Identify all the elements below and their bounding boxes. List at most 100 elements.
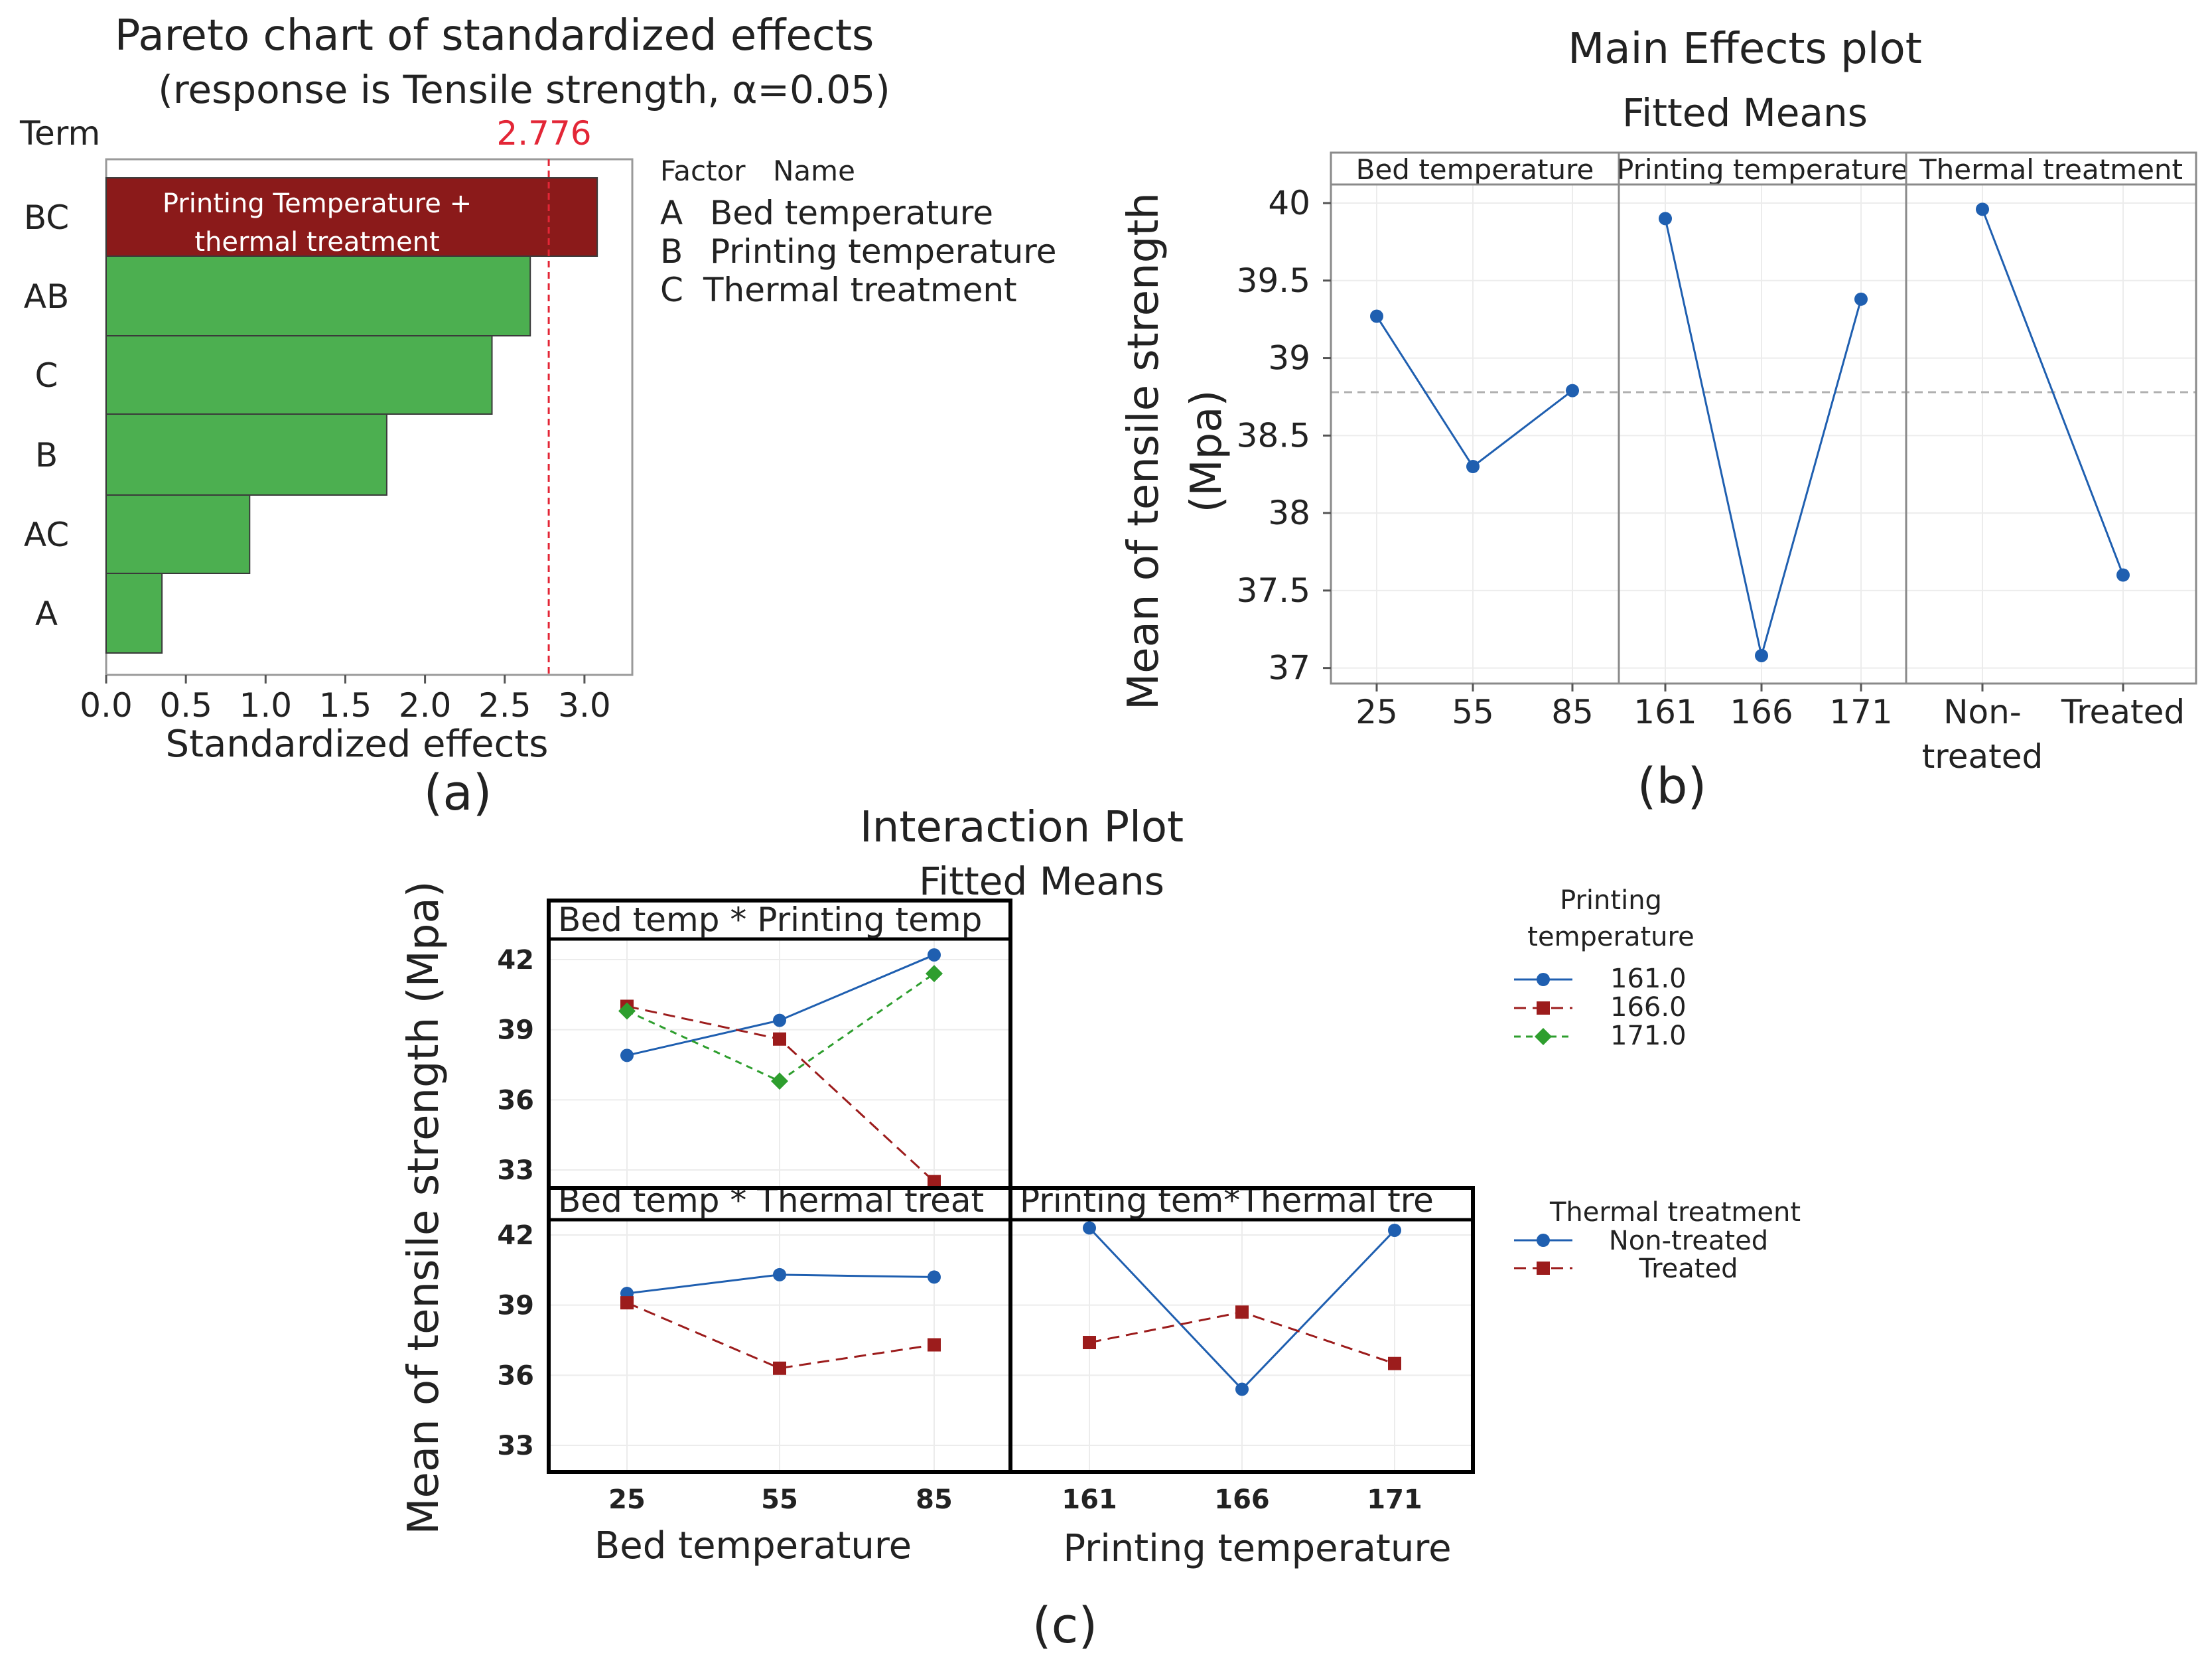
legend1-marker-sample — [1537, 1001, 1550, 1015]
pareto-x-tick-label: 0.0 — [80, 686, 133, 725]
pareto-term-b: B — [35, 436, 58, 474]
main-effects-point — [1854, 292, 1868, 306]
pareto-term-labels: BC AB C B AC A — [24, 198, 70, 633]
main-effects-y-tick-label: 37.5 — [1237, 571, 1310, 610]
legend-name-a: Bed temperature — [710, 194, 993, 232]
main-effects-y-tick-label: 39.5 — [1237, 261, 1310, 300]
pareto-title: Pareto chart of standardized effects — [115, 11, 874, 60]
interaction-y-tick-label: 39 — [497, 1291, 534, 1321]
pareto-term-c: C — [35, 356, 58, 395]
interaction-y-tick-label: 39 — [497, 1015, 534, 1046]
interaction-x-tick-label: 55 — [761, 1484, 798, 1515]
pareto-bar-ab — [105, 255, 531, 336]
main-effects-facet-frame — [1905, 183, 2197, 685]
interaction-subtitle: Fitted Means — [919, 859, 1164, 904]
interaction-y-tick-label: 33 — [497, 1431, 534, 1461]
interaction-point — [1235, 1382, 1249, 1396]
legend1-item-161: 161.0 — [1610, 964, 1687, 994]
main-effects-strip-label: Thermal treatment — [1919, 153, 2183, 186]
main-effects-y-tick-label: 37 — [1268, 649, 1310, 688]
legend2-markers — [1514, 1234, 1572, 1275]
main-effects-title: Main Effects plot — [1568, 25, 1922, 74]
main-effects-x-tick-label: 55 — [1452, 693, 1494, 731]
panel-a-caption: (a) — [423, 764, 492, 822]
legend-printing-temperature: Printing temperature 161.0 166.0 171.0 — [1514, 885, 1694, 1051]
interaction-point — [620, 1296, 634, 1310]
interaction-point — [771, 1072, 788, 1090]
pareto-term-ac: AC — [24, 516, 69, 554]
pareto-x-tick-label: 3.0 — [558, 686, 611, 725]
pareto-x-tick-label: 1.0 — [240, 686, 293, 725]
interaction-point — [773, 1267, 786, 1281]
legend-factor-header: Factor — [660, 155, 746, 187]
interaction-point — [1235, 1305, 1249, 1319]
main-effects-plot-area: Bed temperature Printing temperature Therm… — [1237, 151, 2197, 776]
pareto-term-bc: BC — [24, 198, 69, 237]
legend1-marker-sample — [1535, 1028, 1552, 1045]
legend2-marker-sample — [1537, 1234, 1550, 1247]
interaction-point — [620, 1049, 634, 1062]
main-effects-x-tick-label: 171 — [1829, 693, 1892, 731]
pareto-bars — [105, 177, 598, 654]
interaction-panel: Interaction Plot Fitted Means Mean of te… — [399, 803, 1801, 1654]
interaction-point — [928, 1338, 941, 1352]
legend1-markers — [1514, 973, 1572, 1045]
pareto-chart-panel: Pareto chart of standardized effects (re… — [19, 11, 1057, 822]
interaction-point — [1388, 1223, 1401, 1237]
pareto-bar-a — [105, 573, 163, 654]
interaction-point — [1388, 1356, 1401, 1370]
interaction-point — [773, 1032, 786, 1046]
interaction-y-tick-label: 33 — [497, 1155, 534, 1186]
legend1-item-171: 171.0 — [1610, 1021, 1687, 1051]
legend1-title-line2: temperature — [1527, 922, 1694, 952]
main-effects-line — [1981, 208, 2124, 576]
interaction-point — [928, 948, 941, 962]
main-effects-plot-bg — [1331, 184, 2196, 684]
panel-c-caption: (c) — [1032, 1597, 1097, 1654]
interaction-point — [773, 1013, 786, 1027]
interaction-x-tick-label: 171 — [1367, 1484, 1422, 1515]
main-effects-x-tick-label: 25 — [1355, 693, 1398, 731]
legend-factor-b: B — [660, 232, 683, 271]
main-effects-x-tick-label-line2: treated — [1922, 737, 2043, 776]
legend-factor-c: C — [660, 271, 683, 309]
interaction-x-tick-label: 161 — [1062, 1484, 1117, 1515]
main-effects-x-tick-label: 166 — [1730, 693, 1793, 731]
legend1-marker-sample — [1537, 973, 1550, 986]
main-effects-point — [1755, 648, 1768, 662]
main-effects-point — [1566, 384, 1579, 398]
pareto-x-ticks: 0.0 0.5 1.0 1.5 2.0 2.5 3.0 — [80, 675, 611, 725]
interaction-point — [928, 1270, 941, 1284]
interaction-strip-label: Bed temp * Printing temp — [558, 901, 982, 939]
interaction-point — [773, 1361, 786, 1375]
interaction-x-tick-label: 85 — [916, 1484, 953, 1515]
main-effects-x-tick-label: 85 — [1551, 693, 1594, 731]
pareto-bar-bc — [105, 177, 598, 257]
pareto-bar-annotation-line2: thermal treatment — [194, 227, 439, 257]
legend2-item-treated: Treated — [1639, 1254, 1738, 1284]
pareto-subtitle: (response is Tensile strength, α=0.05) — [158, 67, 890, 112]
pareto-term-header: Term — [19, 114, 100, 153]
main-effects-point — [2116, 568, 2130, 582]
pareto-reference-label: 2.776 — [496, 114, 591, 153]
interaction-point — [928, 1175, 941, 1189]
pareto-x-tick-label: 2.5 — [478, 686, 531, 725]
legend2-item-nontreated: Non-treated — [1609, 1226, 1768, 1256]
main-effects-point — [1466, 460, 1480, 474]
main-effects-y-label-line1: Mean of tensile strength — [1119, 192, 1168, 710]
interaction-point — [926, 965, 943, 983]
main-effects-y-label-line2: (Mpa) — [1182, 390, 1231, 513]
main-effects-subtitle: Fitted Means — [1622, 90, 1868, 135]
main-effects-strip-label: Printing temperature — [1617, 153, 1908, 186]
legend2-title: Thermal treatment — [1549, 1197, 1801, 1228]
interaction-x-label-printing: Printing temperature — [1063, 1527, 1451, 1570]
interaction-title: Interaction Plot — [860, 803, 1184, 852]
pareto-term-ab: AB — [24, 277, 70, 316]
pareto-term-a: A — [35, 595, 58, 633]
legend1-item-166: 166.0 — [1610, 992, 1687, 1023]
panel-b-caption: (b) — [1637, 758, 1707, 815]
pareto-x-axis-label: Standardized effects — [166, 723, 549, 766]
interaction-strip — [547, 1186, 1012, 1222]
pareto-x-tick-label: 1.5 — [319, 686, 372, 725]
